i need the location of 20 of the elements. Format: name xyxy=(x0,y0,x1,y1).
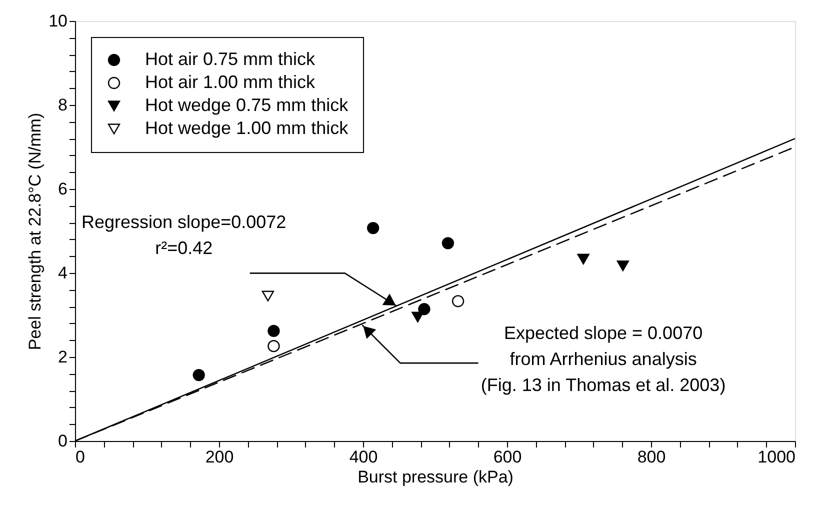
x-axis-title: Burst pressure (kPa) xyxy=(358,468,514,486)
legend-label: Hot air 1.00 mm thick xyxy=(145,72,316,92)
y-tick-label: 0 xyxy=(58,432,68,450)
y-tick-label: 8 xyxy=(58,96,68,114)
legend-label: Hot air 0.75 mm thick xyxy=(145,49,316,69)
x-tick-label: 0 xyxy=(76,448,85,466)
x-tick-label: 600 xyxy=(493,448,522,466)
y-tick-label: 2 xyxy=(58,348,68,366)
y-tick-label: 4 xyxy=(58,264,68,282)
annotation: Regression slope=0.0072 r²=0.42 xyxy=(82,212,286,258)
x-tick-label: 1000 xyxy=(758,448,796,466)
legend-label: Hot wedge 1.00 mm thick xyxy=(145,118,350,138)
y-axis-title: Peel strength at 22.8°C (N/mm) xyxy=(26,112,45,350)
x-tick-label: 200 xyxy=(205,448,234,466)
legend-label: Hot wedge 0.75 mm thick xyxy=(145,95,350,115)
x-tick-label: 800 xyxy=(637,448,666,466)
x-tick-label: 400 xyxy=(349,448,378,466)
y-tick-label: 10 xyxy=(48,12,68,30)
y-tick-label: 6 xyxy=(58,180,68,198)
annotation: Expected slope = 0.0070 from Arrhenius analysis (Fig. 13 in Thomas et al. 2003) xyxy=(480,323,726,396)
